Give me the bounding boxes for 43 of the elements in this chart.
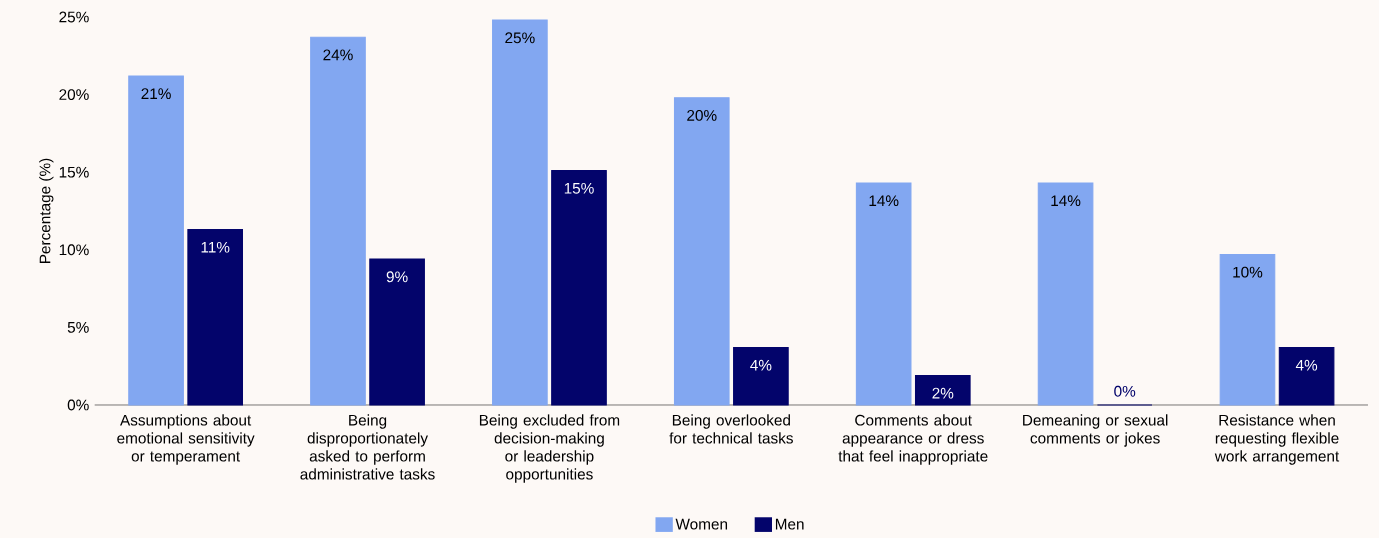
data-label: 4% <box>1295 359 1318 371</box>
data-label: 14% <box>869 195 899 207</box>
x-tick-label: Being disproportionately asked to perform administrative tasks <box>300 414 435 480</box>
bar <box>914 374 971 406</box>
data-label: 9% <box>386 271 408 283</box>
legend-label: Men <box>775 518 804 530</box>
bar <box>369 258 425 406</box>
x-tick-label: Comments about appearance or dress that feel inappropriate <box>838 414 988 465</box>
y-tick-label: 20% <box>59 89 89 101</box>
data-label: 20% <box>687 109 717 121</box>
y-tick-label: 0% <box>67 399 89 411</box>
bar <box>1037 182 1094 406</box>
bar <box>1219 253 1276 406</box>
y-tick-label: 25% <box>59 11 89 23</box>
bar <box>187 229 244 406</box>
bar <box>128 75 184 406</box>
x-tick-label: Being overlooked for technical tasks <box>669 414 793 444</box>
data-label: 2% <box>932 387 954 399</box>
data-label: 11% <box>201 241 230 253</box>
data-label: 24% <box>323 49 353 61</box>
data-label: 10% <box>1233 266 1263 278</box>
x-tick-label: Resistance when requesting flexible work arrangement <box>1214 414 1340 465</box>
data-label: 21% <box>141 88 171 100</box>
x-tick-label: Assumptions about emotional sensitivity or temperament <box>117 414 255 465</box>
bar <box>1278 347 1335 406</box>
x-tick-label: Demeaning or sexual comments or jokes <box>1023 414 1168 447</box>
legend-label: Women <box>675 518 728 530</box>
y-axis-title: Percentage (%) <box>39 158 54 263</box>
bar <box>551 170 607 406</box>
bar <box>310 36 366 406</box>
data-label: 15% <box>564 182 594 194</box>
bar <box>855 182 912 406</box>
data-label: 0% <box>1114 385 1136 397</box>
data-label: 4% <box>750 359 772 371</box>
y-tick-label: 10% <box>59 244 89 256</box>
x-tick-label: Being excluded from decision-making or leadership opportunities <box>479 414 620 483</box>
bar <box>733 347 789 406</box>
y-tick-label: 5% <box>67 321 89 333</box>
bar <box>673 97 730 406</box>
data-label: 14% <box>1051 195 1081 207</box>
bar <box>492 19 548 406</box>
y-tick-label: 15% <box>59 166 89 178</box>
data-label: 25% <box>505 32 535 44</box>
